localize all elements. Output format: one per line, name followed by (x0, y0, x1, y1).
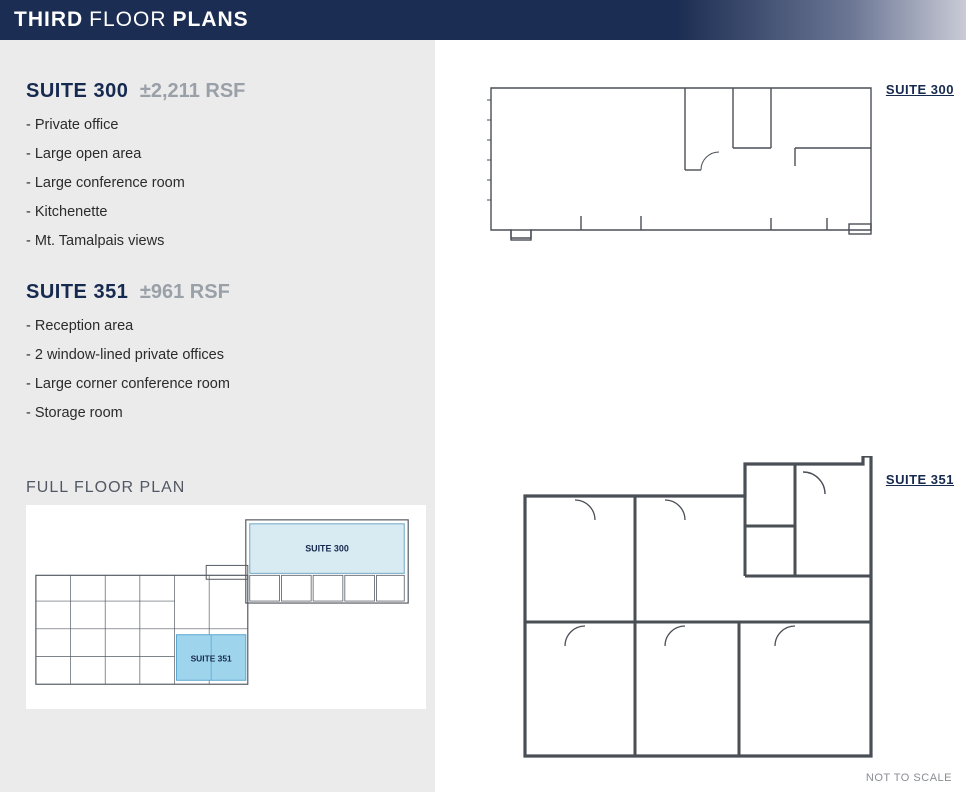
suite-300-size: ±2,211 RSF (140, 80, 245, 102)
left-column: SUITE 300 ±2,211 RSF Private office Larg… (0, 40, 435, 792)
full-floor-plan-svg: SUITE 300 (27, 506, 425, 708)
suite-351-heading: SUITE 351 ±961 RSF (26, 281, 409, 304)
suite-300-name: SUITE 300 (26, 80, 128, 102)
suite-351-features: Reception area 2 window-lined private of… (26, 318, 409, 421)
header-word-2: FLOOR (89, 8, 166, 32)
feature-item: Mt. Tamalpais views (26, 233, 409, 249)
feature-item: Large open area (26, 146, 409, 162)
suite-351-size: ±961 RSF (140, 281, 230, 303)
full-floor-plan-title: FULL FLOOR PLAN (26, 479, 409, 497)
plan-300-label: SUITE 300 (886, 82, 954, 97)
not-to-scale-note: NOT TO SCALE (866, 772, 952, 784)
plan-351-svg (515, 456, 875, 776)
feature-item: Large corner conference room (26, 376, 409, 392)
suite-300-heading: SUITE 300 ±2,211 RSF (26, 80, 409, 103)
feature-item: Private office (26, 117, 409, 133)
feature-item: Kitchenette (26, 204, 409, 220)
right-column: SUITE 300 (435, 40, 966, 792)
ffp-suite300-label: SUITE 300 (305, 544, 349, 554)
feature-item: 2 window-lined private offices (26, 347, 409, 363)
content-row: SUITE 300 ±2,211 RSF Private office Larg… (0, 40, 966, 792)
header-word-3: PLANS (173, 8, 249, 32)
header-word-1: THIRD (14, 8, 83, 32)
suite-351-name: SUITE 351 (26, 281, 128, 303)
plan-300-svg (471, 70, 891, 250)
feature-item: Storage room (26, 405, 409, 421)
feature-item: Reception area (26, 318, 409, 334)
feature-item: Large conference room (26, 175, 409, 191)
suite-300-features: Private office Large open area Large con… (26, 117, 409, 249)
ffp-suite351-label: SUITE 351 (191, 653, 232, 663)
page-header: THIRD FLOOR PLANS (0, 0, 966, 40)
full-floor-plan-box: SUITE 300 (26, 505, 426, 709)
plan-351-label: SUITE 351 (886, 472, 954, 487)
